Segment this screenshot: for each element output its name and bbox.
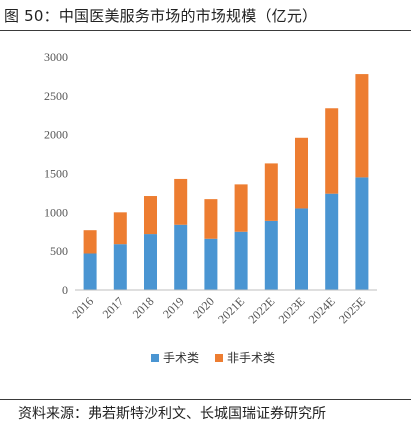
bar-segment-non-surgical [355,74,369,178]
bar-segment-surgical [325,193,339,290]
bar-segment-non-surgical [113,212,127,245]
legend-swatch-surgical [151,354,159,362]
bar-segment-non-surgical [204,199,218,239]
x-tick-label: 2024E [306,294,338,326]
bar-segment-surgical [234,231,248,290]
bar-segment-surgical [295,208,308,290]
y-tick-label: 3000 [44,50,68,64]
bar-segment-surgical [174,224,188,290]
bar-segment-non-surgical [83,230,97,254]
x-tick-label: 2025E [336,294,368,326]
bar-segment-non-surgical [234,184,248,232]
legend: 手术类 非手术类 [151,351,275,365]
bar-segment-non-surgical [295,137,308,209]
bar-segment-non-surgical [264,163,278,221]
y-tick-label: 1500 [44,167,68,181]
bar-segment-surgical [113,244,127,290]
x-tick-label: 2019 [160,294,187,321]
source-note: 资料来源：弗若斯特沙利文、长城国瑞证券研究所 [18,406,326,422]
x-tick-label: 2021E [215,294,247,326]
y-tick-label: 2500 [44,89,68,103]
y-tick-label: 500 [50,244,68,258]
bar-segment-non-surgical [325,108,339,194]
legend-swatch-non-surgical [215,354,223,362]
bottom-rule [0,399,411,400]
stacked-bar-chart: 0 500 1000 1500 2000 2500 3000 2016 2017 2018 201… [44,50,377,365]
x-axis: 2016 2017 2018 2019 20202021E2022E2023E2024E… [69,289,377,326]
y-tick-label: 1000 [44,205,68,219]
legend-label-non-surgical: 非手术类 [227,351,275,365]
bar-segment-non-surgical [144,196,157,235]
x-tick-label: 2020 [190,294,217,321]
top-rule [0,30,411,31]
bar-segment-surgical [264,220,278,290]
bar-segment-non-surgical [174,178,188,225]
x-tick-label: 2017 [100,294,127,321]
x-tick-label: 2018 [130,294,157,321]
y-tick-label: 2000 [44,128,68,142]
y-axis: 0 500 1000 1500 2000 2500 3000 [44,50,68,297]
bars [83,74,369,290]
x-tick-label: 2023E [276,294,308,326]
legend-label-surgical: 手术类 [163,351,199,365]
bar-segment-surgical [144,234,157,290]
bar-segment-surgical [204,238,218,290]
x-tick-label: 2016 [69,294,96,321]
x-tick-label: 2022E [245,294,277,326]
y-tick-label: 0 [62,283,68,297]
figure-title: 图 50：中国医美服务市场的市场规模（亿元） [4,7,318,25]
bar-segment-surgical [83,253,97,290]
bar-segment-surgical [355,177,369,290]
